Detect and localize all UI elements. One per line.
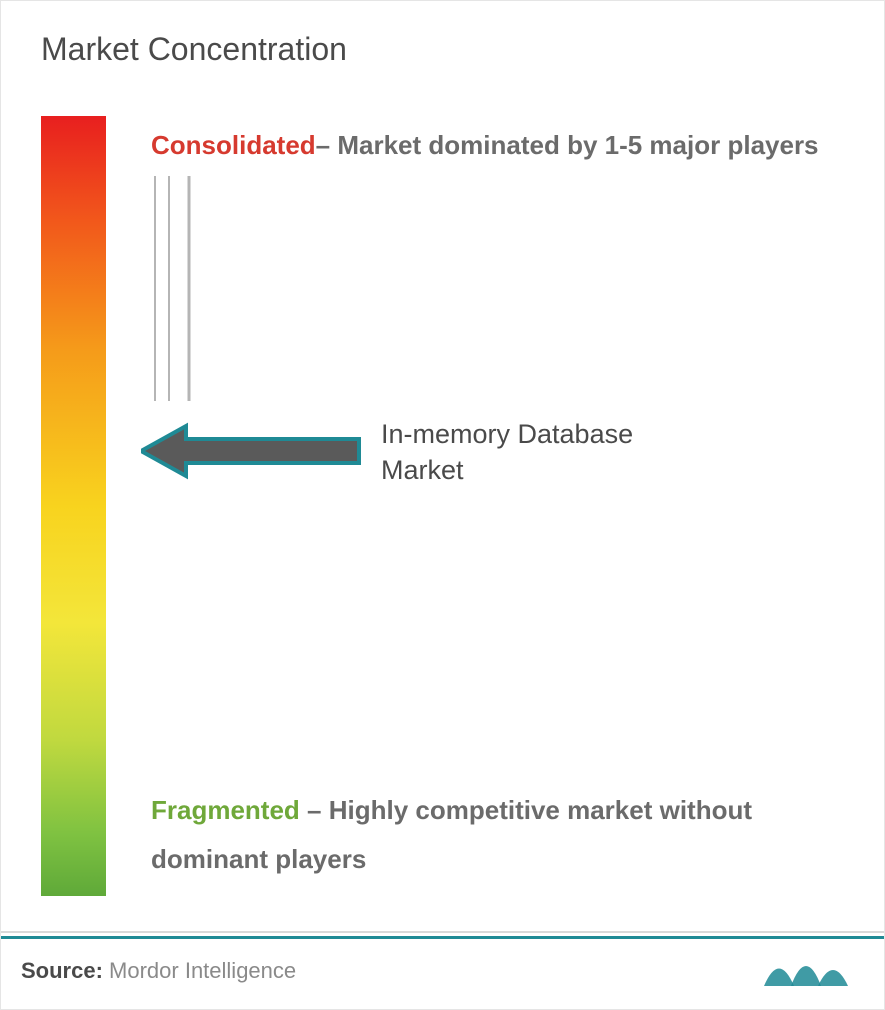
divider-line xyxy=(1,931,884,933)
fragmented-label-block: Fragmented – Highly competitive market w… xyxy=(151,786,844,885)
source-label: Source: xyxy=(21,958,103,983)
consolidated-description: – Market dominated by 1-5 major players xyxy=(316,130,819,160)
source-value: Mordor Intelligence xyxy=(103,958,296,983)
consolidated-label-block: Consolidated– Market dominated by 1-5 ma… xyxy=(151,121,844,170)
concentration-gradient-bar xyxy=(41,116,106,896)
source-line: Source: Mordor Intelligence xyxy=(21,958,296,984)
marker-arrow xyxy=(141,421,361,481)
page-title: Market Concentration xyxy=(41,31,347,68)
brand-logo-icon xyxy=(759,946,859,991)
fragmented-label: Fragmented xyxy=(151,795,300,825)
infographic-container: Market Concentration Consolidated– Marke… xyxy=(0,0,885,1010)
consolidated-label: Consolidated xyxy=(151,130,316,160)
tick-lines xyxy=(151,176,211,406)
divider-accent-line xyxy=(1,936,884,939)
market-name-label: In-memory Database Market xyxy=(381,416,671,489)
